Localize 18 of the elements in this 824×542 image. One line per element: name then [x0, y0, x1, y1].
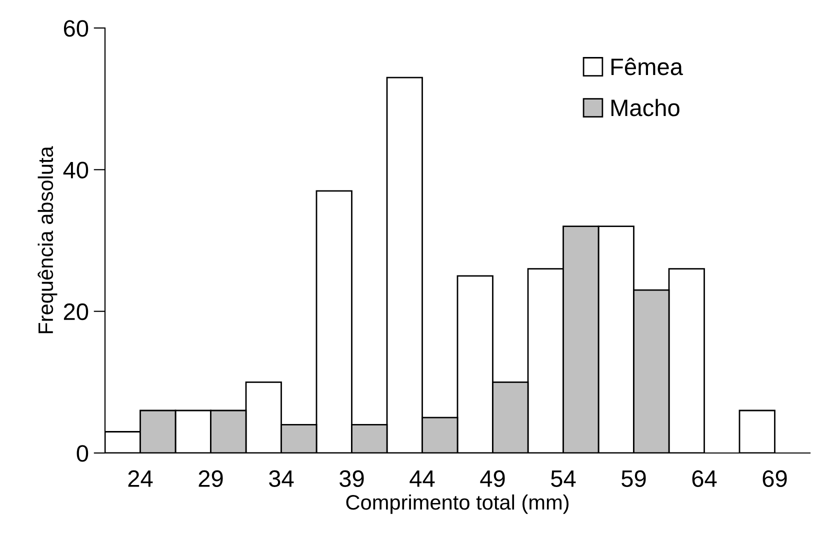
y-tick-label: 0 [76, 445, 88, 462]
x-tick-label: 24 [128, 470, 153, 487]
x-tick-label: 64 [692, 470, 717, 488]
y-tick-label: 60 [64, 20, 88, 37]
x-axis-title: Comprimento total (mm) [346, 494, 569, 514]
y-axis-title: Frequência absoluta [38, 146, 58, 334]
x-tick-label: 39 [340, 470, 364, 488]
legend-label: Fêmea [611, 58, 684, 76]
x-tick-label: 44 [410, 470, 435, 487]
x-tick-label: 29 [198, 470, 223, 488]
x-tick-label: 54 [551, 470, 576, 488]
x-tick-label: 69 [762, 470, 787, 488]
x-tick-label: 34 [269, 470, 294, 488]
x-tick-label: 49 [480, 470, 505, 488]
legend-label: Macho [611, 98, 680, 116]
y-tick-label: 40 [63, 162, 88, 178]
x-tick-label: 59 [622, 470, 646, 488]
y-tick-label: 20 [64, 303, 88, 320]
